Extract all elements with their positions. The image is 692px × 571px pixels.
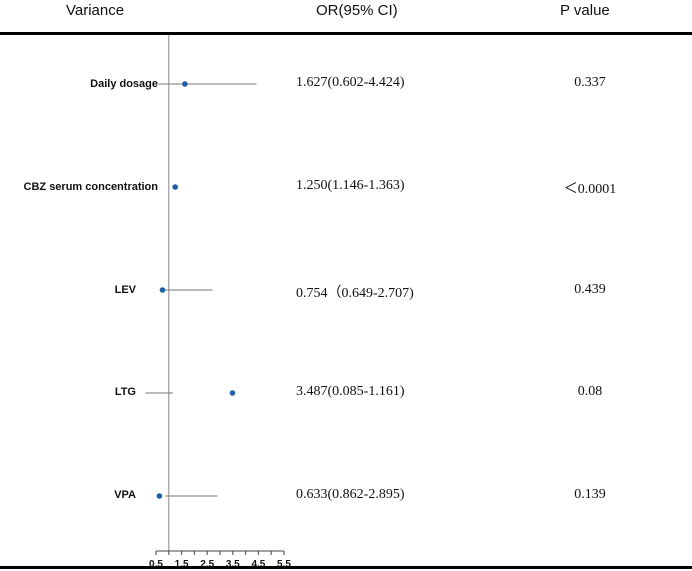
row-label-lev: LEV [114, 284, 136, 296]
or-text-lev: 0.754（0.649-2.707) [296, 286, 414, 301]
p-text-daily-dosage: 0.337 [574, 75, 606, 90]
p-text-lev: 0.439 [574, 282, 606, 297]
header-p-value: P value [560, 2, 610, 19]
or-text-daily-dosage: 1.627(0.602-4.424) [296, 75, 405, 90]
p-text-vpa: 0.139 [574, 487, 606, 502]
header-variance: Variance [66, 2, 125, 19]
p-text-ltg: 0.08 [577, 384, 603, 399]
or-text-vpa: 0.633(0.862-2.895) [296, 487, 405, 502]
or-point-4 [156, 493, 163, 499]
x-tick-label-8: 4.5 [251, 559, 265, 570]
header-or-ci: OR(95% CI) [316, 2, 398, 19]
or-point-1 [172, 184, 178, 190]
or-text-cbz: 1.250(1.146-1.363) [296, 178, 405, 193]
or-point-2 [159, 287, 166, 293]
bottom-rule [0, 566, 692, 569]
or-text-ltg: 3.487(0.085-1.161) [296, 384, 405, 399]
or-point-0 [182, 81, 188, 87]
row-label-cbz: CBZ serum concentration [23, 181, 158, 193]
x-tick-label-4: 2.5 [200, 559, 214, 570]
x-tick-label-2: 1.5 [175, 559, 189, 570]
row-label-vpa: VPA [114, 489, 136, 501]
or-point-3 [229, 390, 236, 396]
p-text-cbz: ＜0.0001 [563, 182, 617, 197]
x-tick-label-6: 3.5 [226, 559, 240, 570]
row-label-ltg: LTG [114, 386, 136, 398]
x-tick-label-0: 0.5 [149, 559, 163, 570]
row-label-daily-dosage: Daily dosage [90, 78, 158, 90]
x-tick-label-10: 5.5 [277, 559, 291, 570]
top-rule [0, 32, 692, 35]
